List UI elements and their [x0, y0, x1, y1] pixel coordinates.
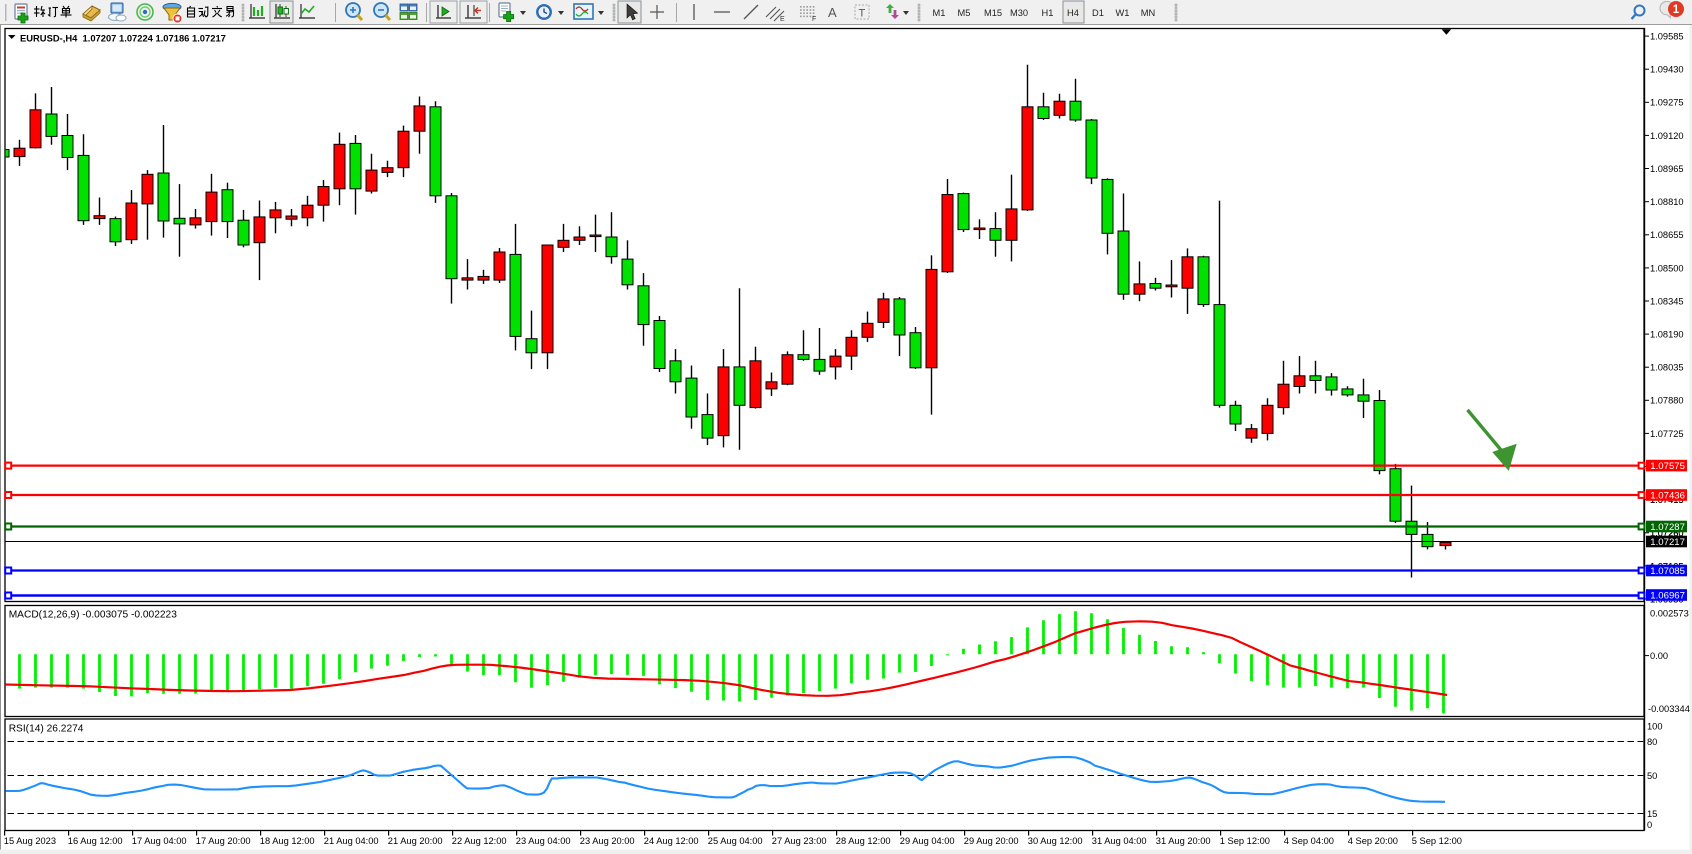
svg-text:24 Aug 12:00: 24 Aug 12:00 [644, 836, 699, 846]
svg-text:31 Aug 20:00: 31 Aug 20:00 [1156, 836, 1211, 846]
svg-text:1.08965: 1.08965 [1650, 164, 1684, 174]
svg-text:30 Aug 12:00: 30 Aug 12:00 [1028, 836, 1083, 846]
svg-text:17 Aug 20:00: 17 Aug 20:00 [196, 836, 251, 846]
svg-text:M15: M15 [984, 8, 1002, 18]
svg-text:EURUSD-,H4 1.07207 1.07224 1.: EURUSD-,H4 1.07207 1.07224 1.07186 1.072… [20, 33, 226, 44]
svg-text:29 Aug 20:00: 29 Aug 20:00 [964, 836, 1019, 846]
svg-text:1.06967: 1.06967 [1650, 591, 1685, 602]
svg-text:1.07260: 1.07260 [1650, 528, 1684, 538]
svg-text:22 Aug 12:00: 22 Aug 12:00 [452, 836, 507, 846]
svg-text:1.09120: 1.09120 [1650, 131, 1684, 141]
svg-text:5 Sep 12:00: 5 Sep 12:00 [1412, 836, 1462, 846]
svg-text:1.07217: 1.07217 [1650, 537, 1685, 548]
svg-text:T: T [859, 8, 866, 20]
svg-text:16 Aug 12:00: 16 Aug 12:00 [68, 836, 123, 846]
svg-text:1.07880: 1.07880 [1650, 396, 1684, 406]
svg-text:21 Aug 20:00: 21 Aug 20:00 [388, 836, 443, 846]
svg-text:0: 0 [1647, 820, 1652, 830]
svg-text:1.07260: 1.07260 [1650, 528, 1684, 538]
svg-text:0.002573: 0.002573 [1650, 609, 1689, 619]
svg-text:15: 15 [1647, 809, 1657, 819]
svg-text:M30: M30 [1010, 8, 1028, 18]
svg-text:F: F [812, 16, 816, 23]
svg-text:MN: MN [1141, 8, 1155, 18]
svg-text:1.07725: 1.07725 [1650, 429, 1684, 439]
svg-text:1.09275: 1.09275 [1650, 98, 1684, 108]
svg-text:A: A [828, 5, 837, 20]
svg-text:1.07575: 1.07575 [1650, 461, 1685, 472]
svg-text:1.08190: 1.08190 [1650, 330, 1684, 340]
svg-text:MACD(12,26,9) -0.003075 -0.002: MACD(12,26,9) -0.003075 -0.002223 [9, 610, 178, 621]
svg-text:1.09430: 1.09430 [1650, 65, 1684, 75]
svg-text:1.07085: 1.07085 [1650, 566, 1685, 577]
svg-text:1 Sep 12:00: 1 Sep 12:00 [1220, 836, 1270, 846]
svg-text:1.07287: 1.07287 [1650, 522, 1685, 533]
svg-text:27 Aug 23:00: 27 Aug 23:00 [772, 836, 827, 846]
svg-text:-0.003344: -0.003344 [1648, 704, 1690, 714]
svg-text:H1: H1 [1042, 8, 1054, 18]
svg-text:50: 50 [1647, 771, 1657, 781]
svg-text:1.08810: 1.08810 [1650, 197, 1684, 207]
svg-text:4 Sep 04:00: 4 Sep 04:00 [1284, 836, 1334, 846]
svg-text:1.08345: 1.08345 [1650, 296, 1684, 306]
svg-text:29 Aug 04:00: 29 Aug 04:00 [900, 836, 955, 846]
svg-text:1.08035: 1.08035 [1650, 363, 1684, 373]
svg-text:1: 1 [1673, 4, 1680, 16]
svg-text:M5: M5 [958, 8, 971, 18]
svg-text:18 Aug 12:00: 18 Aug 12:00 [260, 836, 315, 846]
svg-text:1.07436: 1.07436 [1650, 491, 1685, 502]
svg-text:1.09585: 1.09585 [1650, 32, 1684, 42]
svg-text:100: 100 [1647, 722, 1663, 732]
svg-text:4 Sep 20:00: 4 Sep 20:00 [1348, 836, 1398, 846]
svg-text:1.08500: 1.08500 [1650, 263, 1684, 273]
svg-text:E: E [780, 16, 785, 23]
svg-text:28 Aug 12:00: 28 Aug 12:00 [836, 836, 891, 846]
svg-text:31 Aug 04:00: 31 Aug 04:00 [1092, 836, 1147, 846]
svg-text:RSI(14) 26.2274: RSI(14) 26.2274 [9, 724, 84, 735]
svg-text:D1: D1 [1092, 8, 1104, 18]
svg-text:80: 80 [1647, 737, 1657, 747]
svg-text:17 Aug 04:00: 17 Aug 04:00 [132, 836, 187, 846]
svg-text:23 Aug 20:00: 23 Aug 20:00 [580, 836, 635, 846]
svg-text:21 Aug 04:00: 21 Aug 04:00 [324, 836, 379, 846]
svg-text:H4: H4 [1067, 8, 1079, 18]
svg-text:23 Aug 04:00: 23 Aug 04:00 [516, 836, 571, 846]
svg-text:25 Aug 04:00: 25 Aug 04:00 [708, 836, 763, 846]
svg-text:0.00: 0.00 [1650, 651, 1668, 661]
svg-text:W1: W1 [1116, 8, 1130, 18]
svg-text:M1: M1 [933, 8, 946, 18]
svg-text:1.08655: 1.08655 [1650, 230, 1684, 240]
svg-text:15 Aug 2023: 15 Aug 2023 [4, 836, 56, 846]
